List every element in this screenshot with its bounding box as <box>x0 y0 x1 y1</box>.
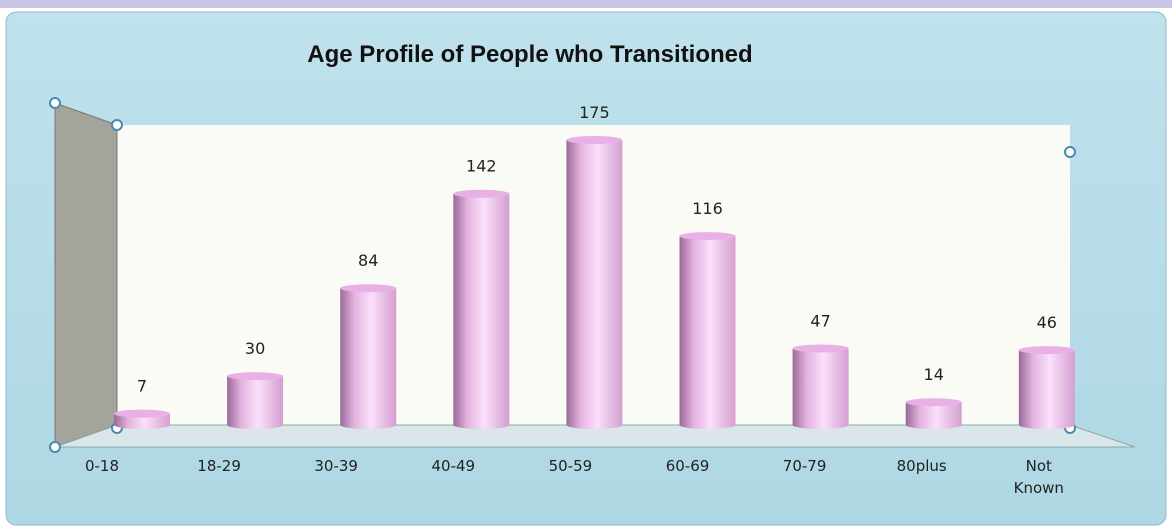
bar <box>453 189 510 429</box>
x-tick-label: 30-39 <box>314 457 358 475</box>
bar <box>114 409 170 429</box>
x-tick-label: 70-79 <box>782 457 827 475</box>
x-tick-label: Not Known <box>1013 457 1064 497</box>
bar <box>227 372 284 429</box>
value-label: 46 <box>1037 313 1057 332</box>
value-label: 175 <box>579 103 610 122</box>
bar <box>566 136 623 429</box>
bar <box>792 344 849 429</box>
chart-title: Age Profile of People who Transitioned <box>307 41 752 68</box>
x-tick-label: 80plus <box>896 457 947 475</box>
bar <box>1018 346 1075 429</box>
value-label: 7 <box>137 377 147 396</box>
value-label: 47 <box>810 311 830 330</box>
value-label: 142 <box>466 157 497 176</box>
side-wall <box>54 102 118 448</box>
floor <box>54 424 1136 448</box>
top-strip <box>0 0 1172 8</box>
x-tick-label: 60-69 <box>665 457 710 475</box>
x-tick-label: 50-59 <box>548 457 593 475</box>
x-tick-label: 18-29 <box>197 457 241 475</box>
bar <box>340 284 397 429</box>
value-label: 84 <box>358 251 378 270</box>
bar <box>679 232 736 429</box>
value-label: 116 <box>692 199 723 218</box>
x-tick-label: 0-18 <box>84 457 120 475</box>
value-label: 14 <box>924 365 944 384</box>
value-label: 30 <box>245 339 265 358</box>
bar <box>905 398 962 429</box>
x-tick-label: 40-49 <box>431 457 476 475</box>
